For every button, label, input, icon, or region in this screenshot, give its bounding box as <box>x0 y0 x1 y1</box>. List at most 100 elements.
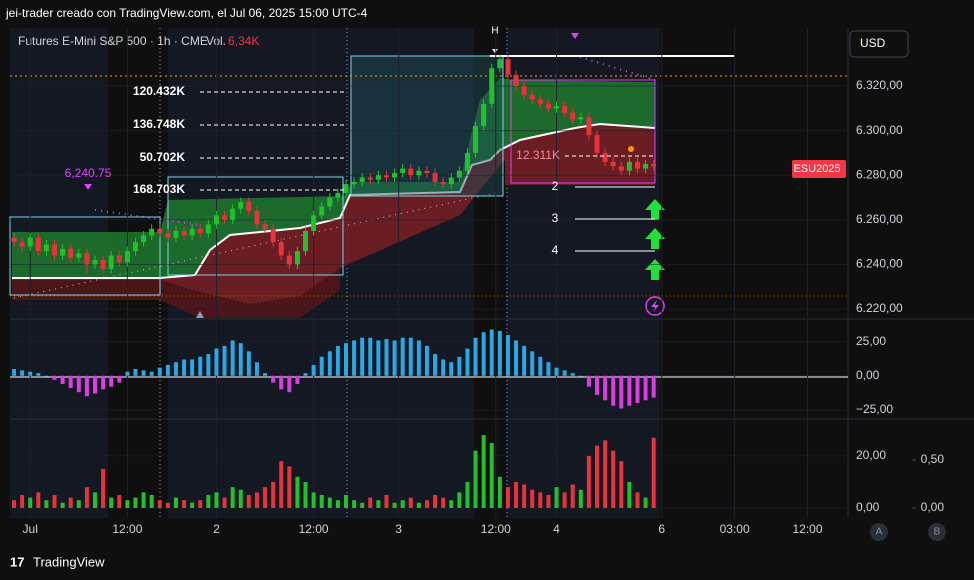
dot <box>628 146 634 152</box>
alert-icon[interactable] <box>645 296 665 316</box>
bar <box>594 375 599 395</box>
annotation: 50.702K <box>140 150 186 164</box>
bar <box>12 500 17 508</box>
candle-body <box>213 215 219 225</box>
candle-body <box>238 202 244 209</box>
bar <box>173 362 178 376</box>
candle-body <box>246 202 252 211</box>
alert-icon <box>651 300 659 312</box>
bar <box>465 481 470 508</box>
bar <box>263 373 268 376</box>
candle-body <box>92 260 98 265</box>
bar <box>238 489 243 508</box>
bar <box>416 340 421 376</box>
bar <box>230 487 235 508</box>
bar <box>254 362 259 376</box>
bar <box>416 502 421 508</box>
y2-tick-label: 0,50 <box>921 452 945 466</box>
bar <box>400 337 405 376</box>
bar <box>433 354 438 376</box>
bar <box>279 375 284 390</box>
marker <box>84 184 92 190</box>
bar <box>562 370 567 376</box>
bar <box>254 492 259 508</box>
bar <box>481 332 486 376</box>
candle-body <box>602 152 608 162</box>
bar <box>586 375 591 387</box>
candle-body <box>359 177 365 182</box>
y-tick-label: 6.240,00 <box>856 257 903 271</box>
candle-body <box>489 68 495 104</box>
credit: jei-trader creado con TradingView.com, e… <box>5 6 368 20</box>
bar <box>303 373 308 376</box>
y2-tick-label: 0,00 <box>921 500 945 514</box>
candle-body <box>205 224 211 234</box>
bar <box>522 345 527 376</box>
candle-body <box>270 228 276 243</box>
bar <box>109 375 114 387</box>
bar <box>433 494 438 508</box>
pane-button[interactable] <box>870 523 888 541</box>
bar <box>222 345 227 376</box>
bar <box>441 359 446 376</box>
candle-body <box>521 86 527 95</box>
pane-label[interactable]: B <box>934 527 941 538</box>
candle-body <box>383 175 389 178</box>
bar <box>92 492 97 508</box>
bar <box>424 500 429 508</box>
bar <box>76 375 81 393</box>
bar <box>214 492 219 508</box>
bar <box>570 484 575 508</box>
bar <box>125 500 130 508</box>
x-tick-label: 03:00 <box>720 522 750 536</box>
x-tick-label: 4 <box>553 522 560 536</box>
bar <box>271 375 276 383</box>
arrows <box>645 199 665 280</box>
currency[interactable]: USD <box>860 36 886 50</box>
candle-body <box>432 173 438 182</box>
annotation: ESU2025 <box>793 163 840 175</box>
annotation: 3 <box>552 211 559 225</box>
bar <box>28 497 33 508</box>
bar <box>603 440 608 508</box>
bar <box>76 500 81 508</box>
bar <box>473 450 478 508</box>
y-tick-label: 0,00 <box>856 368 880 382</box>
candle-body <box>286 255 292 265</box>
bar <box>327 351 332 376</box>
candle-body <box>545 103 551 109</box>
bar <box>562 492 567 508</box>
bar <box>514 340 519 376</box>
candle-body <box>149 228 155 236</box>
x-tick-label: 12:00 <box>481 522 511 536</box>
bar <box>611 450 616 508</box>
bar <box>408 337 413 376</box>
pane-button[interactable] <box>928 523 946 541</box>
bar <box>473 337 478 376</box>
candle-body <box>643 164 649 169</box>
bar <box>554 367 559 376</box>
bar <box>360 337 365 376</box>
bar <box>311 364 316 376</box>
bar <box>149 371 154 376</box>
pane-label[interactable]: A <box>876 527 883 538</box>
candle-body <box>392 173 398 178</box>
logo-mark: 17 <box>10 554 24 569</box>
x-tick-label: 2 <box>213 522 220 536</box>
bar <box>352 500 357 508</box>
currency-button[interactable] <box>849 30 909 58</box>
bar <box>538 356 543 376</box>
y-tick-label: 25,00 <box>856 334 886 348</box>
bar <box>635 492 640 508</box>
trend-line <box>12 122 656 279</box>
bar <box>279 461 284 508</box>
candle-body <box>416 170 422 176</box>
bar <box>117 375 122 383</box>
session-shade <box>660 28 848 518</box>
bar <box>190 359 195 376</box>
bar <box>546 494 551 508</box>
bar <box>449 362 454 376</box>
bar <box>28 371 33 376</box>
bar <box>311 492 316 508</box>
candle-body <box>554 106 560 109</box>
